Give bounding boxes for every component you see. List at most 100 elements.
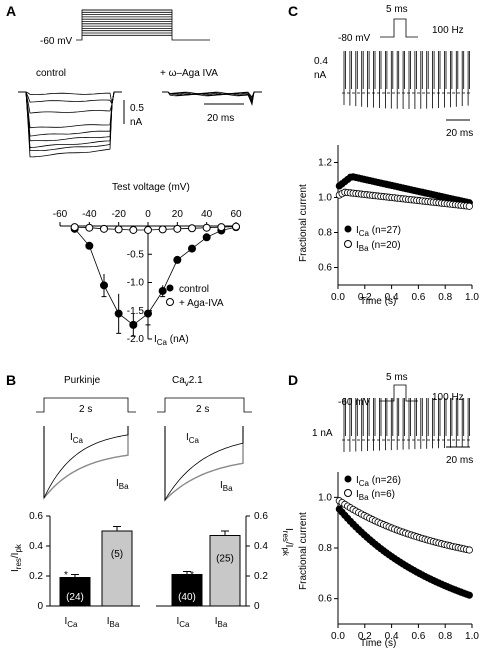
a-aga-trace-1 xyxy=(162,91,262,100)
d-spike-21 xyxy=(467,398,470,447)
c-spike-19 xyxy=(455,51,459,107)
b-purkinje-ica-trace xyxy=(43,426,129,499)
d-xtick-label: 0.6 xyxy=(411,631,425,642)
a-iv-legend: control + Aga-IVA xyxy=(166,284,224,309)
c-xtick-label: 0.4 xyxy=(385,292,399,303)
c-scale-unit: nA xyxy=(314,70,327,81)
c-spike-14 xyxy=(426,51,429,109)
d-spike-12 xyxy=(414,398,417,450)
d-xtick-label: 0.8 xyxy=(438,631,452,642)
b-purkinje-xcat: IBa xyxy=(107,616,120,629)
c-legend-marker-ica xyxy=(344,225,352,233)
a-iv-ytick-label: -1.0 xyxy=(127,278,145,289)
a-iv-point xyxy=(202,233,211,242)
c-pulse-duration: 5 ms xyxy=(386,4,408,15)
a-iv-xtick-label: 20 xyxy=(172,209,184,220)
d-spike-3 xyxy=(361,398,364,452)
c-legend-ica: ICa (n=27) xyxy=(356,225,401,238)
c-ytick-label: 1.0 xyxy=(318,193,332,204)
a-scale-current: 0.5 xyxy=(130,103,144,114)
a-aga-traces xyxy=(162,91,262,106)
a-scale-unit: nA xyxy=(130,117,143,128)
d-spike-9 xyxy=(396,398,400,450)
a-control-trace-2 xyxy=(18,91,122,114)
b-left-ytick-label: 0.4 xyxy=(29,541,43,552)
a-iv-point xyxy=(158,225,167,234)
a-control-label: control xyxy=(36,68,66,79)
c-scale-time: 20 ms xyxy=(446,128,473,139)
panel-label-b: B xyxy=(6,372,16,388)
b-cav-protocol xyxy=(157,397,252,413)
d-xtick-label: 1.0 xyxy=(465,631,479,642)
c-xtick-label: 1.0 xyxy=(465,292,479,303)
d-xtick-label: 0.0 xyxy=(331,631,345,642)
a-iv-point xyxy=(188,224,196,233)
b-cav-n-label: (40) xyxy=(178,592,196,603)
d-fractional-plot: 0.6 0.8 1.0 0.0 0.2 0.4 0.6 0.8 1.0 xyxy=(318,472,479,642)
d-point-1 xyxy=(465,546,473,554)
d-spike-1 xyxy=(349,398,352,452)
c-pulse-protocol xyxy=(380,18,418,38)
d-spike-20 xyxy=(461,398,465,448)
d-spike-10 xyxy=(402,398,405,450)
d-spike-13 xyxy=(420,398,423,449)
a-holding-label: -60 mV xyxy=(40,36,73,47)
b-purkinje-bar-Ca xyxy=(59,577,91,607)
c-ytick-label: 0.6 xyxy=(318,263,332,274)
a-iv-ytick-label: -1.5 xyxy=(127,306,145,317)
b-cav-xcat: IBa xyxy=(215,616,228,629)
b-cav-n-label: (25) xyxy=(216,554,234,565)
a-iv-xtick-label: 60 xyxy=(230,209,242,220)
c-spike-0 xyxy=(343,51,346,105)
d-pulse-duration: 5 ms xyxy=(386,372,408,383)
d-spike-5 xyxy=(373,398,376,451)
a-iv-point xyxy=(129,225,138,234)
a-iv-point xyxy=(173,255,182,264)
d-spike-7 xyxy=(385,398,388,451)
a-iv-point xyxy=(158,286,167,295)
d-legend-marker-ica xyxy=(344,475,352,483)
c-spike-3 xyxy=(361,51,364,107)
d-holding: -60 mV xyxy=(338,397,371,408)
c-xtick-label: 0.0 xyxy=(331,292,345,303)
d-ytick-label: 0.8 xyxy=(318,543,332,554)
d-xlabel: Time (s) xyxy=(360,638,396,649)
c-spike-13 xyxy=(420,51,423,109)
c-frequency: 100 Hz xyxy=(432,25,464,36)
c-xtick-label: 0.8 xyxy=(438,292,452,303)
a-iv-point xyxy=(70,223,79,232)
a-iv-line-0 xyxy=(74,226,237,326)
c-spike-5 xyxy=(373,51,376,108)
d-ytick-label: 1.0 xyxy=(318,492,332,503)
a-control-traces xyxy=(18,91,122,158)
a-scale-bar: 0.5 nA 20 ms xyxy=(123,100,244,128)
c-spike-17 xyxy=(444,51,447,108)
a-voltage-protocol: -60 mV xyxy=(40,9,210,47)
b-right-ytick-label: 0.6 xyxy=(254,511,268,522)
b-purkinje-title: Purkinje xyxy=(64,375,101,386)
b-left-ytick-label: 0 xyxy=(37,601,43,612)
c-ytick-label: 1.2 xyxy=(318,158,332,169)
a-iv-point xyxy=(85,223,94,232)
c-current-train xyxy=(342,51,472,109)
d-xtick-label: 0.2 xyxy=(358,631,372,642)
b-bar-charts: 0 0 0.2 0.2 0.4 0.4 0.6 0.6 (24) ICa (5) IBa (40) ICa… xyxy=(29,511,268,629)
b-star-left: * xyxy=(64,570,68,581)
a-iv-ytick-label: -2.0 xyxy=(127,334,145,345)
a-iv-point xyxy=(85,241,94,250)
a-iv-xtick-label: 40 xyxy=(201,209,213,220)
d-point-0 xyxy=(465,591,473,599)
a-iv-point xyxy=(232,222,240,231)
c-spike-16 xyxy=(438,51,441,108)
b-current-traces xyxy=(43,426,244,502)
d-spike-0 xyxy=(343,398,346,452)
a-iv-ylabel: ICa (nA) xyxy=(154,334,189,347)
d-spike-2 xyxy=(355,398,358,452)
panel-label-c: C xyxy=(288,3,298,19)
b-cav-ica-label: ICa xyxy=(186,432,200,445)
b-right-ytick-label: 0.4 xyxy=(254,541,268,552)
d-current-train xyxy=(342,398,472,452)
b-cav-iba-label: IBa xyxy=(220,480,233,493)
a-iv-point xyxy=(100,224,108,233)
